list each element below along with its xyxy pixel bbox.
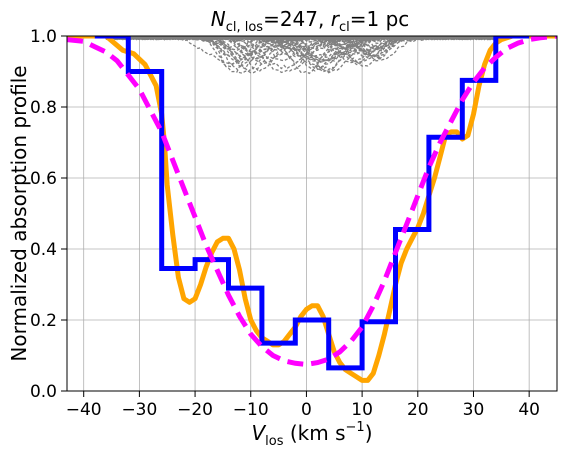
gray-profile-55 xyxy=(105,36,508,55)
grid-lines xyxy=(67,35,557,392)
gray-profile-27 xyxy=(105,36,508,57)
y-axis-label: Normalized absorption profile xyxy=(7,65,31,361)
x-axis-ticks: −40 −30 −20 −10 0 10 20 30 40 xyxy=(66,391,540,420)
y-tick-label-3: 0.6 xyxy=(30,169,57,189)
x-tick-label-2: −20 xyxy=(177,400,213,420)
y-tick-label-1: 0.2 xyxy=(30,311,57,331)
plot-frame xyxy=(66,35,558,392)
x-tick-label-5: 10 xyxy=(351,400,373,420)
y-axis-ticks: 0.0 0.2 0.4 0.6 0.8 1.0 xyxy=(30,27,67,402)
y-tick-label-2: 0.4 xyxy=(30,240,57,260)
x-tick-label-0: −40 xyxy=(66,400,102,420)
gray-profile-59 xyxy=(105,36,507,51)
blue-step-series xyxy=(94,36,530,371)
gray-profile-48 xyxy=(105,36,508,59)
y-tick-label-5: 1.0 xyxy=(30,27,57,47)
x-tick-label-7: 30 xyxy=(463,400,485,420)
x-tick-label-1: −30 xyxy=(121,400,157,420)
gray-profile-57 xyxy=(105,36,508,59)
gray-profile-51 xyxy=(105,36,508,59)
y-tick-label-4: 0.8 xyxy=(30,98,57,118)
orange-series-line xyxy=(67,36,557,383)
x-tick-label-4: 0 xyxy=(301,400,312,420)
x-tick-label-8: 40 xyxy=(518,400,540,420)
chart-title: Ncl, los=247, rcl=1 pc xyxy=(211,7,410,35)
gray-profile-24 xyxy=(105,36,508,72)
y-tick-label-0: 0.0 xyxy=(30,382,57,402)
x-tick-label-6: 20 xyxy=(407,400,429,420)
magenta-dashed-series xyxy=(67,36,557,367)
x-tick-label-3: −10 xyxy=(233,400,269,420)
x-axis-label: Vlos (km s−1) xyxy=(251,420,372,449)
gray-profile-56 xyxy=(105,36,508,70)
